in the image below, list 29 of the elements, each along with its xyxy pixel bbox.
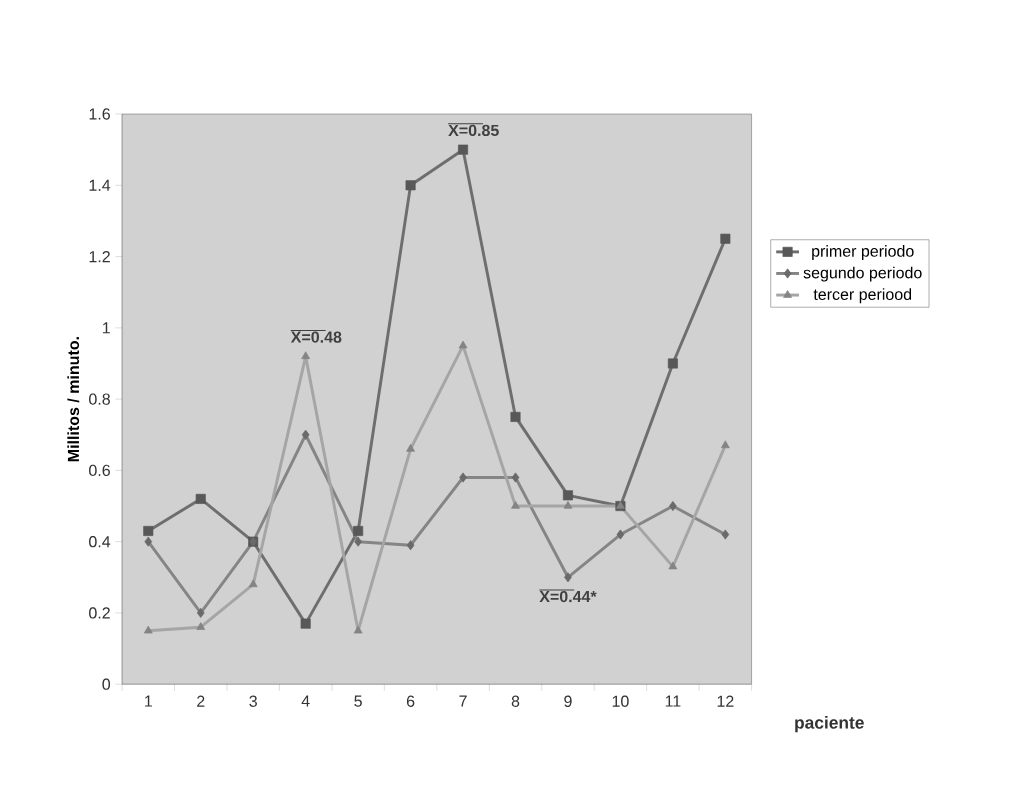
legend-label: segundo periodo	[803, 266, 922, 282]
y-tick-label: 0.6	[89, 464, 110, 476]
y-tick-label: 1.6	[89, 108, 110, 120]
y-tick-label: 1	[102, 322, 110, 334]
y-tick-label: 0	[102, 678, 111, 690]
annotation: X=0.85	[448, 124, 499, 136]
y-tick-label: 1.4	[89, 179, 111, 191]
legend-label: tercer periood	[813, 288, 912, 304]
y-tick-label: 0.8	[89, 393, 110, 405]
y-tick-label: 0.2	[89, 607, 110, 619]
x-tick-label: 1	[145, 695, 152, 707]
x-tick-label: 7	[459, 695, 467, 707]
y-axis-title: Millitos / minuto.	[67, 336, 80, 462]
x-tick-label: 6	[406, 695, 415, 707]
annotation: X=0.44*	[539, 590, 597, 603]
x-tick-label: 5	[354, 695, 362, 707]
x-tick-label: 11	[665, 695, 681, 707]
x-tick-label: 4	[301, 695, 310, 707]
y-tick-label: 1.2	[89, 250, 110, 263]
x-axis-title: paciente	[795, 715, 864, 733]
x-tick-label: 3	[249, 695, 257, 707]
x-tick-label: 8	[511, 695, 520, 707]
x-tick-label: 10	[612, 695, 629, 707]
x-tick-label: 9	[564, 695, 572, 707]
legend-label: primer periodo	[812, 244, 914, 260]
y-tick-label: 0.4	[89, 535, 111, 548]
annotation: X=0.48	[290, 331, 342, 343]
x-tick-label: 12	[717, 695, 734, 707]
x-tick-label: 2	[197, 695, 205, 707]
